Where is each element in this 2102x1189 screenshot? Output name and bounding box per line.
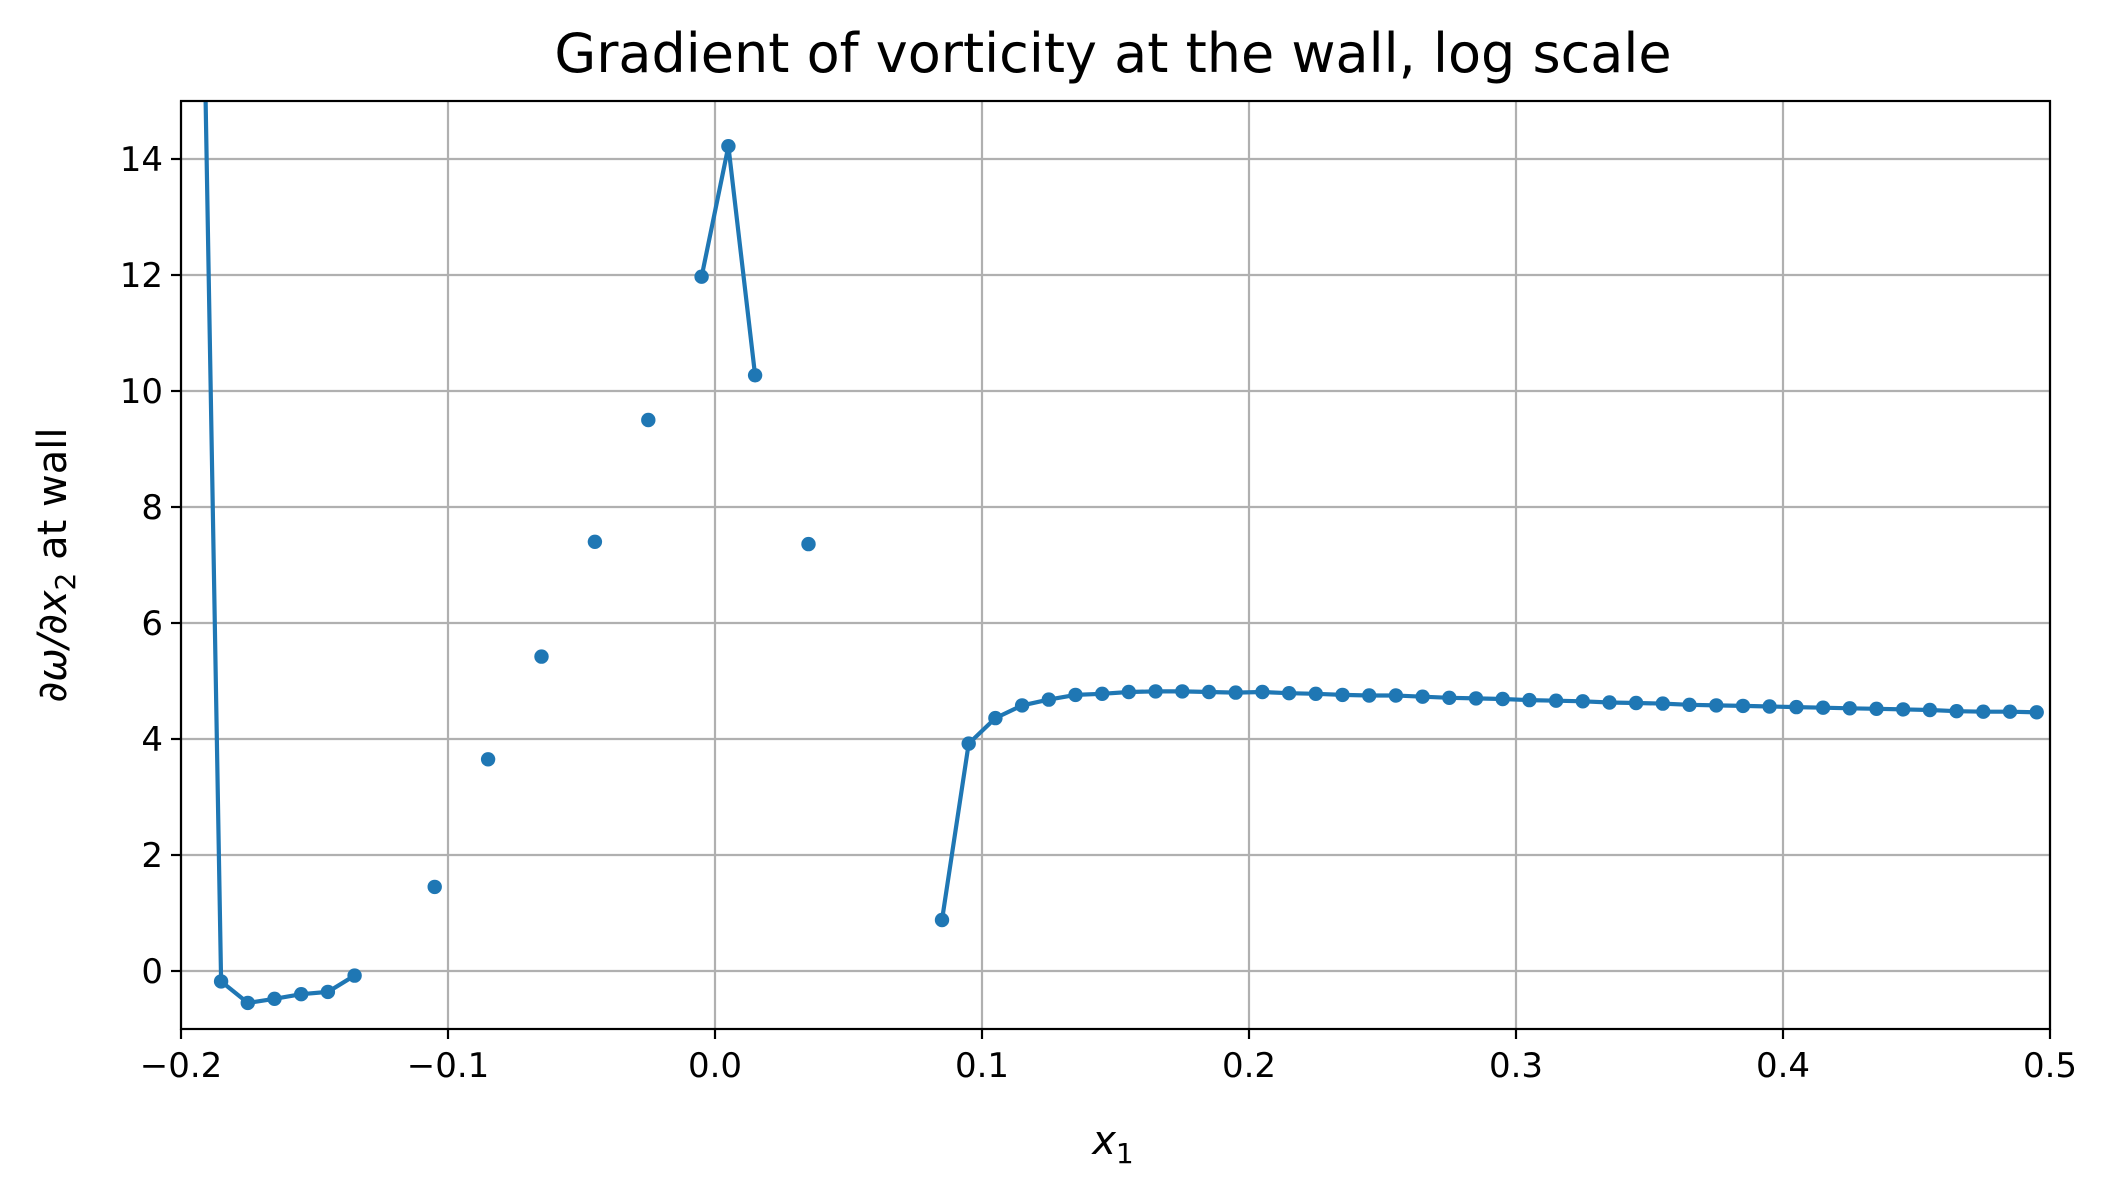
data-point: [1308, 686, 1324, 701]
x-tick-label: 0.0: [688, 1046, 742, 1086]
series-line: [699, 144, 758, 376]
y-tick-label: 0: [141, 952, 163, 992]
data-point: [2029, 705, 2044, 720]
data-point: [1228, 685, 1243, 700]
y-axis-ticks: 0 2 4 6 8 10 12 14: [120, 140, 181, 992]
data-point: [1548, 693, 1564, 708]
data-point: [747, 368, 763, 383]
data-point: [988, 710, 1003, 726]
data-point: [1335, 687, 1350, 703]
x-axis-label: x1: [1090, 1118, 1134, 1170]
data-point: [1415, 689, 1430, 704]
x-tick-label: 0.3: [1489, 1046, 1543, 1086]
data-point: [1095, 686, 1110, 701]
data-point: [1575, 694, 1591, 709]
y-tick-label: 2: [141, 836, 163, 876]
data-point: [1922, 702, 1938, 718]
data-point: [1602, 695, 1617, 710]
data-point: [1014, 698, 1030, 713]
x-axis-ticks: −0.2 −0.1 0.0 0.1 0.2 0.3 0.4 0.5: [140, 1029, 2077, 1086]
data-point: [1789, 699, 1804, 715]
data-point: [1949, 704, 1964, 719]
x-axis-label-main: x: [1090, 1118, 1116, 1164]
y-tick-label: 10: [120, 372, 163, 412]
data-point: [1682, 697, 1697, 712]
y-tick-label: 8: [141, 488, 163, 528]
y-axis-label-pre: ∂ω/∂x: [30, 590, 76, 702]
data-point: [1628, 695, 1644, 711]
data-point: [1068, 687, 1083, 703]
y-axis-label-post: at wall: [30, 428, 76, 573]
data-point: [801, 536, 816, 552]
data-point: [1655, 696, 1671, 711]
data-point: [1041, 692, 1057, 707]
data-point: [1281, 686, 1297, 701]
data-point: [1896, 702, 1911, 717]
data-point: [1522, 692, 1537, 708]
data-point: [2002, 704, 2018, 719]
x-tick-label: 0.2: [1222, 1046, 1276, 1086]
data-point: [1869, 701, 1884, 716]
data-point: [1762, 699, 1777, 714]
data-point: [1148, 684, 1163, 699]
data-point: [1388, 688, 1404, 703]
data-point: [934, 912, 950, 928]
data-point: [1362, 688, 1377, 703]
plot-frame: [179, 99, 2052, 1031]
series-line: [939, 689, 2037, 921]
data-point: [347, 968, 362, 983]
data-point: [267, 991, 282, 1006]
y-tick-label: 6: [141, 604, 163, 644]
x-axis-label-sub: 1: [1116, 1137, 1134, 1170]
data-point: [534, 649, 549, 664]
data-point: [721, 139, 736, 154]
chart-title: Gradient of vorticity at the wall, log s…: [554, 22, 1671, 85]
data-point: [587, 534, 603, 549]
data-point: [1815, 700, 1831, 715]
y-axis-label-sub: 2: [49, 573, 82, 591]
data-point: [213, 974, 229, 989]
data-point: [694, 269, 709, 284]
series-line: [203, 101, 356, 1006]
y-tick-label: 4: [141, 720, 163, 760]
data-point: [1495, 691, 1510, 707]
data-point: [1121, 684, 1137, 700]
data-point: [1709, 698, 1724, 713]
x-tick-label: −0.2: [140, 1046, 223, 1086]
x-tick-label: 0.4: [1756, 1046, 1810, 1086]
data-point: [1735, 698, 1751, 714]
data-point: [240, 995, 255, 1011]
data-point: [961, 736, 976, 751]
x-tick-label: 0.5: [2023, 1046, 2077, 1086]
data-point: [1468, 691, 1484, 706]
data-point: [1255, 684, 1270, 700]
data-point: [294, 987, 309, 1002]
x-tick-label: −0.1: [407, 1046, 490, 1086]
grid-lines: [179, 101, 2052, 1029]
data-point: [641, 412, 656, 428]
data-point: [1175, 684, 1190, 699]
data-point: [1442, 690, 1457, 705]
data-point: [1842, 701, 1858, 716]
y-axis-label: ∂ω/∂x2 at wall: [30, 428, 82, 703]
data-point: [427, 879, 442, 895]
y-tick-label: 12: [120, 256, 163, 296]
x-tick-label: 0.1: [955, 1046, 1009, 1086]
data-point: [1201, 684, 1217, 700]
y-tick-label: 14: [120, 140, 163, 180]
data-point: [480, 752, 496, 767]
data-series: [203, 101, 2044, 1011]
data-point: [1976, 704, 1991, 719]
data-point: [320, 984, 336, 1000]
